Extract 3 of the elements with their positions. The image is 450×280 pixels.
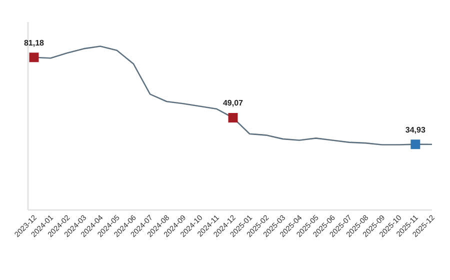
data-label: 34,93 bbox=[405, 125, 426, 134]
data-label: 81,18 bbox=[24, 38, 45, 48]
data-label: 49,07 bbox=[222, 98, 244, 108]
